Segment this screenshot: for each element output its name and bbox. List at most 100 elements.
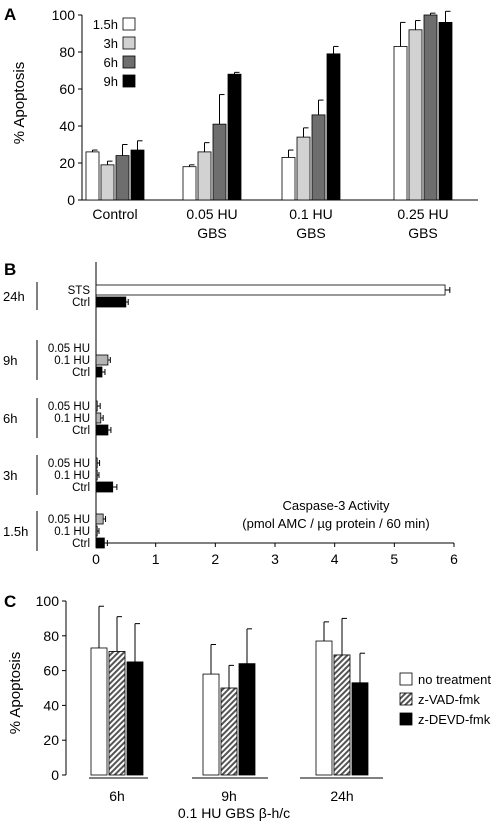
panel-a-category-label: 0.1 HU — [289, 206, 333, 222]
panel-label-b: B — [4, 260, 16, 279]
panel-a-category-label: GBS — [197, 225, 227, 241]
panel-a-y-tick-label: 60 — [59, 81, 75, 97]
panel-a-legend-label: 9h — [104, 74, 118, 89]
panel-b-bar-label: Ctrl — [72, 297, 90, 309]
panel-b-bar-label: 0.1 HU — [54, 355, 90, 367]
panel-b-x-tick-label: 2 — [211, 551, 219, 567]
panel-a-legend-swatch — [122, 17, 136, 31]
panel-c-legend-label: no treatment — [418, 672, 491, 687]
panel-c-category-label: 24h — [330, 788, 353, 804]
panel-b-bar — [95, 424, 109, 436]
panel-c-chart: % Apoptosis 0.1 HU GBS β-h/c 0 20 40 60 80 10… — [7, 593, 491, 821]
panel-c-category-label: 9h — [221, 788, 237, 804]
panel-c-ylabel: % Apoptosis — [7, 652, 24, 735]
panel-c-bar — [351, 682, 369, 776]
panel-c-y-tick-label: 20 — [43, 732, 59, 748]
panel-a-legend-swatch — [122, 36, 136, 50]
panel-a-bar — [227, 73, 242, 201]
panel-a-bar — [423, 14, 438, 201]
panel-c-bar — [220, 687, 238, 776]
panel-c-bar — [238, 663, 256, 776]
panel-b-x-tick-label: 6 — [450, 551, 458, 567]
panel-b-bar-label: 0.05 HU — [48, 458, 90, 470]
panel-a-bar — [130, 149, 145, 201]
panel-c-legend-swatch — [399, 692, 413, 706]
panel-b-group-label: 9h — [3, 353, 17, 368]
panel-a-bar — [197, 151, 212, 201]
panel-c-bar — [108, 651, 126, 776]
panel-c-bar — [315, 640, 333, 776]
panel-a-bar — [85, 151, 100, 201]
panel-b-bar — [95, 412, 102, 424]
panel-a-bar — [393, 46, 408, 201]
panel-a-category-label: Control — [92, 206, 137, 222]
panel-c-bar — [202, 673, 220, 776]
panel-b-bar — [95, 525, 98, 537]
panel-b-bar — [95, 354, 109, 366]
panel-b-x-tick-label: 4 — [331, 551, 339, 567]
panel-c-y-tick-label: 80 — [43, 628, 59, 644]
panel-b-bar-label: Ctrl — [72, 425, 90, 437]
panel-c-legend-label: z-DEVD-fmk — [418, 712, 491, 727]
panel-c-xlabel: 0.1 HU GBS β-h/c — [178, 805, 290, 821]
panel-a-bar — [326, 53, 341, 201]
panel-b-bar — [95, 400, 98, 412]
panel-b-bar — [95, 366, 103, 378]
panel-a-category-label: GBS — [408, 225, 438, 241]
panel-c-legend-swatch — [399, 672, 413, 686]
panel-a-y-tick-label: 100 — [52, 7, 76, 23]
panel-a-bar — [311, 114, 326, 201]
panel-b-bar-label: Ctrl — [72, 538, 90, 550]
panel-c-legend-swatch — [399, 712, 413, 726]
panel-a-y-tick-label: 40 — [59, 118, 75, 134]
panel-b-annotation-line2: (pmol AMC / µg protein / 60 min) — [242, 516, 429, 531]
panel-a-legend-swatch — [122, 55, 136, 69]
panel-b-x-tick-label: 5 — [390, 551, 398, 567]
panel-b-bar-label: 0.05 HU — [48, 343, 90, 355]
panel-c-bar — [126, 661, 144, 776]
panel-b-annotation-line1: Caspase-3 Activity — [283, 498, 390, 513]
panel-c-y-tick-label: 100 — [36, 593, 60, 609]
panel-label-c: C — [4, 592, 16, 611]
panel-a-legend-label: 6h — [104, 55, 118, 70]
panel-b-chart: Caspase-3 Activity (pmol AMC / µg protei… — [3, 262, 458, 567]
panel-b-group-label: 6h — [3, 411, 17, 426]
panel-a-bar — [115, 155, 130, 201]
panel-b-bar — [95, 296, 127, 308]
panel-b-bar — [95, 481, 114, 493]
panel-label-a: A — [4, 5, 16, 24]
panel-b-x-tick-label: 3 — [271, 551, 279, 567]
panel-c-y-tick-label: 40 — [43, 697, 59, 713]
panel-a-bar — [212, 123, 227, 201]
panel-b-bar — [95, 469, 98, 481]
panel-a-bar — [100, 164, 115, 201]
panel-b-bar-label: Ctrl — [72, 482, 90, 494]
panel-b-bar — [95, 513, 104, 525]
panel-c-bar — [333, 654, 351, 776]
panel-b-x-tick-label: 0 — [92, 551, 100, 567]
panel-b-bar-label: STS — [68, 285, 91, 297]
panel-c-y-tick-label: 60 — [43, 663, 59, 679]
panel-a-bar — [281, 157, 296, 201]
panel-b-bar-label: 0.1 HU — [54, 413, 90, 425]
panel-b-bar-label: 0.05 HU — [48, 514, 90, 526]
panel-b-bar-label: 0.1 HU — [54, 470, 90, 482]
panel-b-x-tick-label: 1 — [152, 551, 160, 567]
panel-c-y-tick-label: 0 — [51, 767, 59, 783]
panel-a-bar — [438, 21, 453, 201]
panel-c-legend-label: z-VAD-fmk — [418, 692, 480, 707]
panel-b-bar-label: 0.1 HU — [54, 526, 90, 538]
panel-b-bar — [95, 537, 105, 549]
panel-c-category-label: 6h — [109, 788, 125, 804]
panel-a-legend-swatch — [122, 74, 136, 88]
panel-b-group-label: 24h — [3, 289, 25, 304]
panel-a-bar — [296, 136, 311, 201]
panel-b-bar-label: Ctrl — [72, 367, 90, 379]
panel-a-category-label: 0.25 HU — [397, 206, 448, 222]
panel-b-bar — [95, 457, 98, 469]
panel-a-legend-label: 3h — [104, 36, 118, 51]
panel-b-group-label: 3h — [3, 468, 17, 483]
panel-a-category-label: 0.05 HU — [186, 206, 237, 222]
panel-a-bar — [182, 166, 197, 201]
